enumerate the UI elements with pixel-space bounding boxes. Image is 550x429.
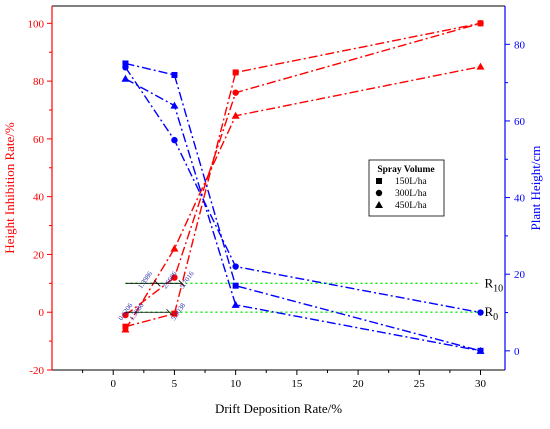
right-y-tick-label: 20 [514,269,526,281]
left-y-tick-label: 80 [33,76,45,88]
inhibition-line-square [125,22,481,328]
intersection-annotation: 1.3986 [136,269,154,290]
height-point-triangle [170,101,179,109]
inhibition-point-triangle [170,244,179,252]
x-tick-label: 30 [475,378,487,390]
inhibition-point-triangle [121,325,130,333]
left-y-axis-title: Height Inhibition Rate/% [2,122,17,254]
height-point-circle [122,64,129,71]
height-point-circle [171,136,178,144]
height-point-square [232,282,239,289]
right-y-tick-label: 0 [514,346,520,358]
legend-marker-square [376,178,382,184]
right-y-tick-label: 60 [514,116,526,128]
right-y-tick-label: 40 [514,193,526,205]
intersection-marker [178,280,186,287]
right-y-axis-title: Plant Height/cm [528,146,543,231]
height-point-circle [232,263,239,270]
legend-label: 150L/ha [395,177,427,187]
x-tick-label: 5 [172,378,178,390]
left-y-tick-label: 20 [33,249,45,261]
height-point-triangle [121,74,130,82]
reference-label-R0: R0 [485,304,499,323]
height-point-square [171,71,178,78]
legend-label: 450L/ha [395,201,427,211]
inhibition-point-circle [477,20,484,27]
height-point-square [122,60,129,67]
x-tick-label: 0 [110,378,116,390]
intersection-marker [166,308,173,316]
left-y-tick-label: 100 [28,18,45,30]
reference-label-R10: R10 [485,275,504,294]
inhibition-point-circle [232,89,239,96]
intersection-annotation: 5.7016 [178,269,196,290]
legend-title: Spray Volume [377,165,434,175]
height-point-triangle [476,346,485,354]
x-axis-title: Drift Deposition Rate/% [215,401,342,416]
x-tick-label: 10 [230,378,242,390]
inhibition-point-circle [171,274,178,281]
inhibition-line-triangle [124,65,481,330]
legend-label: 300L/ha [395,189,427,199]
height-point-circle [477,309,484,316]
inhibition-point-triangle [231,111,240,119]
inhibition-point-square [232,69,239,76]
height-line-square [125,62,481,352]
right-y-tick-label: 80 [514,39,526,51]
legend-marker-circle [375,189,383,197]
inhibition-line-circle [125,22,481,316]
legend-marker-triangle [375,201,383,208]
height-point-triangle [231,300,240,308]
left-y-tick-label: -20 [29,365,44,377]
inhibition-point-triangle [476,62,485,70]
left-y-tick-label: 0 [39,307,45,319]
left-y-tick-label: 60 [33,134,45,146]
x-tick-label: 15 [291,378,303,390]
x-tick-label: 25 [414,378,426,390]
x-tick-label: 20 [353,378,365,390]
inhibition-point-circle [122,311,129,319]
left-y-tick-label: 40 [33,192,45,204]
height-line-triangle [125,78,481,352]
inhibition-point-square [171,310,178,317]
